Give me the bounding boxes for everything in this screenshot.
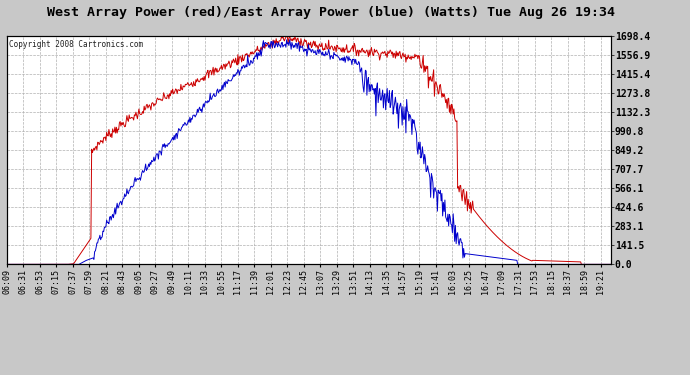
Text: Copyright 2008 Cartronics.com: Copyright 2008 Cartronics.com xyxy=(9,40,143,49)
Text: West Array Power (red)/East Array Power (blue) (Watts) Tue Aug 26 19:34: West Array Power (red)/East Array Power … xyxy=(47,6,615,19)
